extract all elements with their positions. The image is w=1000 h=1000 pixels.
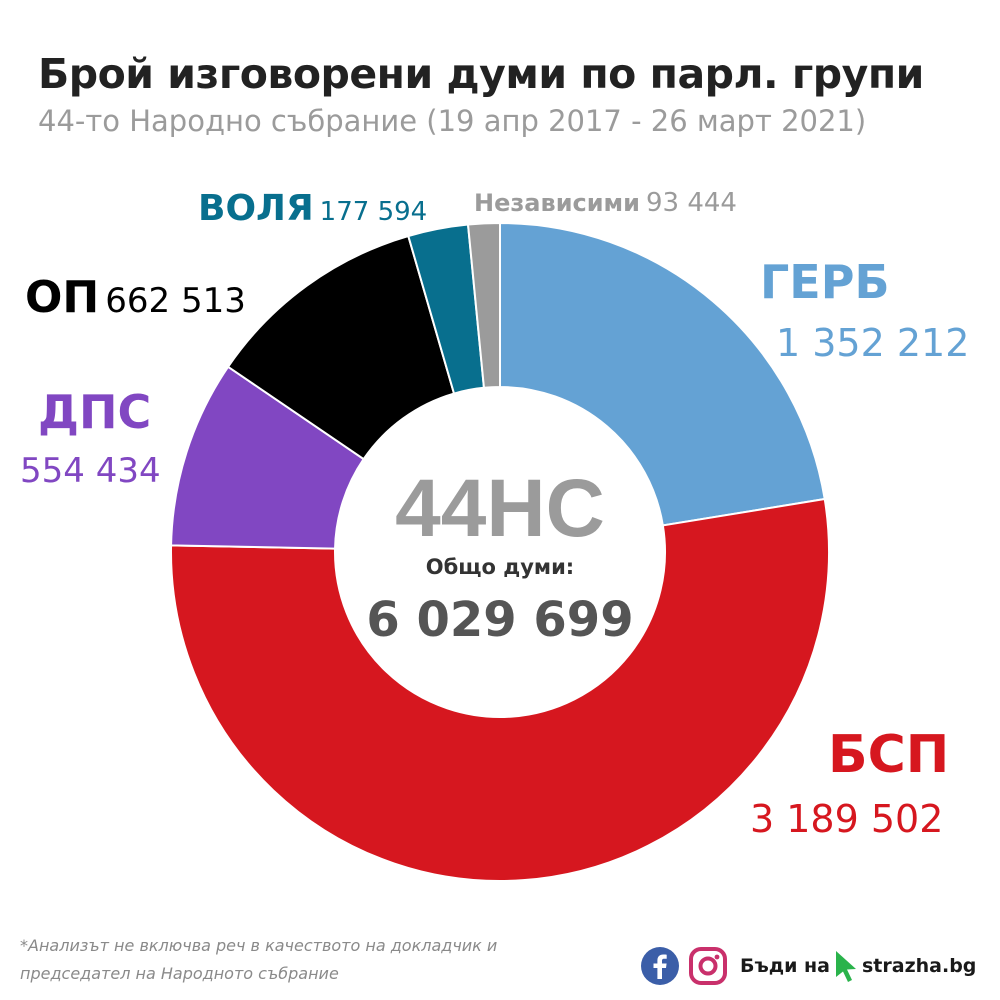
slice-bsp xyxy=(170,497,830,883)
slice-independents xyxy=(466,221,501,389)
label-independents-value: 93 444 xyxy=(645,188,737,218)
branding: Бъди на strazha.bg xyxy=(640,946,976,986)
label-gerb: ГЕРБ xyxy=(760,255,890,309)
label-dps-name: ДПС xyxy=(38,385,152,439)
chart-subtitle: 44-то Народно събрание (19 апр 2017 - 26… xyxy=(38,104,867,138)
facebook-icon[interactable] xyxy=(640,946,680,986)
footnote: *Анализът не включва реч в качеството на… xyxy=(20,932,620,988)
label-gerb-name: ГЕРБ xyxy=(760,255,890,309)
label-bsp-value: 3 189 502 xyxy=(750,797,944,841)
center-label: 44НС xyxy=(395,463,605,554)
label-bsp-name: БСП xyxy=(828,725,950,785)
label-independents: Независими 93 444 xyxy=(474,188,737,218)
brand-text-1: Бъди на xyxy=(740,955,830,977)
label-dps-value: 554 434 xyxy=(20,451,161,491)
chart-title: Брой изговорени думи по парл. групи xyxy=(38,50,924,98)
footnote-line-2: председател на Народното събрание xyxy=(20,964,339,983)
label-independents-name: Независими xyxy=(474,189,640,217)
label-volya-name: ВОЛЯ xyxy=(198,188,314,229)
label-gerb-value: 1 352 212 xyxy=(776,321,970,365)
brand-text-2[interactable]: strazha.bg xyxy=(861,955,977,977)
label-op-name: ОП xyxy=(25,272,100,323)
label-volya-value: 177 594 xyxy=(319,197,428,227)
slice-op xyxy=(226,234,456,461)
label-bsp: БСП xyxy=(828,725,949,785)
donut-slices xyxy=(170,221,830,883)
label-op: ОП 662 513 xyxy=(25,272,246,323)
label-op-value: 662 513 xyxy=(105,281,246,321)
cursor-arrow-icon xyxy=(835,951,856,982)
total-value: 6 029 699 xyxy=(366,592,633,648)
total-label: Общо думи: xyxy=(426,555,574,579)
label-volya: ВОЛЯ 177 594 xyxy=(198,188,427,229)
label-dps: ДПС xyxy=(38,385,151,439)
footnote-line-1: *Анализът не включва реч в качеството на… xyxy=(20,936,498,955)
instagram-icon[interactable] xyxy=(688,946,728,986)
slice-gerb xyxy=(499,221,826,527)
